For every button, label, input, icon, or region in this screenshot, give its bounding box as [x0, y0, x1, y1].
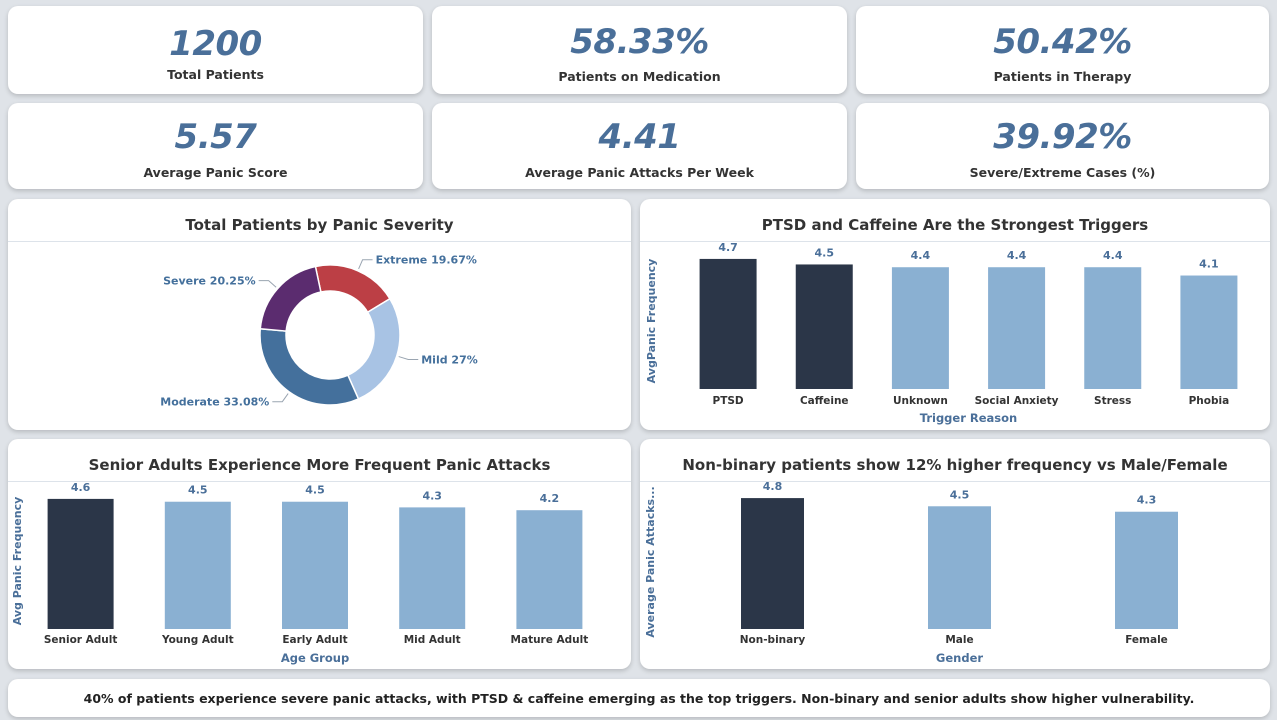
bar — [741, 498, 804, 629]
category-label: Unknown — [893, 395, 948, 407]
chart-title: PTSD and Caffeine Are the Strongest Trig… — [761, 216, 1149, 234]
severity-donut-card: Total Patients by Panic Severity Extreme… — [8, 199, 631, 430]
kpi-label: Average Panic Attacks Per Week — [525, 165, 754, 180]
leader-line — [358, 259, 373, 270]
bar — [282, 501, 348, 629]
category-label: PTSD — [713, 395, 744, 407]
bar-value-label: 4.2 — [540, 492, 560, 505]
bar-value-label: 4.3 — [422, 489, 442, 502]
bar-value-label: 4.5 — [950, 488, 970, 501]
category-label: Male — [945, 634, 973, 646]
trigger-bar-card: PTSD and Caffeine Are the Strongest Trig… — [640, 199, 1270, 430]
kpi-value: 4.41 — [598, 117, 681, 157]
kpi-value: 1200 — [169, 24, 262, 64]
bar — [164, 501, 231, 629]
kpi-label: Severe/Extreme Cases (%) — [969, 165, 1156, 180]
age-bar-card: Senior Adults Experience More Frequent P… — [8, 439, 631, 669]
kpi-card-severe-extreme: 39.92% Severe/Extreme Cases (%) — [856, 103, 1269, 189]
category-label: Social Anxiety — [975, 395, 1059, 407]
bar-value-label: 4.5 — [815, 246, 835, 259]
kpi-card-medication: 58.33% Patients on Medication — [432, 6, 847, 94]
category-label: Phobia — [1189, 395, 1230, 407]
bar-value-label: 4.5 — [188, 484, 208, 497]
bar — [928, 506, 991, 629]
trigger-bar-chart: 4.7 PTSD 4.5 Caffeine 4.4 Unknown 4.4 Social An… — [645, 241, 1238, 425]
slice-label: Mild 27% — [421, 354, 478, 367]
insight-footer: 40% of patients experience severe panic … — [8, 679, 1270, 717]
bar-value-label: 4.7 — [718, 241, 738, 254]
donut-slice-severe — [259, 265, 322, 332]
title-divider — [8, 481, 631, 482]
kpi-label: Average Panic Score — [143, 165, 288, 180]
category-label: Mature Adult — [511, 634, 589, 646]
x-axis-title: Trigger Reason — [920, 411, 1017, 425]
kpi-label: Total Patients — [167, 67, 264, 82]
gender-bar-card: Non-binary patients show 12% higher freq… — [640, 439, 1270, 669]
bar — [988, 267, 1046, 389]
x-axis-title: Gender — [936, 651, 983, 665]
kpi-label: Patients in Therapy — [993, 69, 1132, 84]
kpi-card-therapy: 50.42% Patients in Therapy — [856, 6, 1269, 94]
bar-value-label: 4.6 — [71, 481, 91, 494]
category-label: Mid Adult — [404, 634, 461, 646]
bar — [1180, 275, 1238, 389]
gender-bar-chart: 4.8 Non-binary 4.5 Male 4.3 Female Gender Avera… — [644, 480, 1178, 665]
chart-title: Non-binary patients show 12% higher freq… — [682, 456, 1228, 474]
category-label: Female — [1125, 634, 1168, 646]
chart-title: Senior Adults Experience More Frequent P… — [88, 456, 551, 474]
slice-label: Severe 20.25% — [163, 275, 256, 288]
category-label: Senior Adult — [44, 634, 118, 646]
leader-line — [258, 280, 277, 288]
title-divider — [8, 241, 631, 242]
kpi-card-total-patients: 1200 Total Patients — [8, 6, 423, 94]
bar-value-label: 4.4 — [1007, 249, 1027, 262]
kpi-card-panic-attacks: 4.41 Average Panic Attacks Per Week — [432, 103, 847, 189]
y-axis-title: Avg Panic Frequency — [11, 497, 24, 626]
kpi-value: 5.57 — [174, 117, 257, 157]
title-divider — [640, 241, 1270, 242]
insight-text: 40% of patients experience severe panic … — [83, 691, 1195, 706]
category-label: Young Adult — [161, 634, 234, 646]
x-axis-title: Age Group — [281, 651, 349, 665]
bar — [1084, 267, 1142, 389]
bar — [1115, 511, 1178, 629]
y-axis-title: AvgPanic Frequency — [645, 259, 658, 384]
bar — [891, 267, 949, 389]
category-label: Stress — [1094, 395, 1131, 407]
slice-label: Extreme 19.67% — [376, 254, 477, 267]
donut-chart: Extreme 19.67% Mild 27% Moderate 33.08% Sev… — [160, 254, 478, 409]
kpi-value: 50.42% — [993, 22, 1132, 62]
bar-value-label: 4.4 — [911, 249, 931, 262]
kpi-value: 39.92% — [993, 117, 1132, 157]
category-label: Caffeine — [800, 395, 849, 407]
bar-value-label: 4.1 — [1199, 258, 1219, 271]
category-label: Early Adult — [282, 634, 347, 646]
age-bar-chart: 4.6 Senior Adult 4.5 Young Adult 4.5 Early Ad… — [11, 481, 589, 665]
title-divider — [640, 481, 1270, 482]
leader-line — [398, 356, 419, 361]
donut-slice-moderate — [259, 327, 360, 406]
slice-label: Moderate 33.08% — [160, 396, 269, 409]
bar-value-label: 4.4 — [1103, 249, 1123, 262]
bar — [47, 498, 114, 629]
kpi-label: Patients on Medication — [558, 69, 721, 84]
kpi-card-panic-score: 5.57 Average Panic Score — [8, 103, 423, 189]
leader-line — [272, 393, 289, 403]
y-axis-title: Average Panic Attacks... — [644, 486, 657, 637]
bar — [699, 258, 757, 389]
bar — [516, 510, 583, 629]
category-label: Non-binary — [740, 634, 806, 646]
chart-title: Total Patients by Panic Severity — [185, 216, 454, 234]
bar-value-label: 4.3 — [1137, 494, 1157, 507]
kpi-value: 58.33% — [570, 22, 709, 62]
bar-value-label: 4.5 — [305, 484, 325, 497]
bar — [399, 507, 466, 629]
bar — [795, 264, 853, 389]
bar-value-label: 4.8 — [763, 480, 783, 493]
donut-slice-mild — [346, 297, 401, 400]
